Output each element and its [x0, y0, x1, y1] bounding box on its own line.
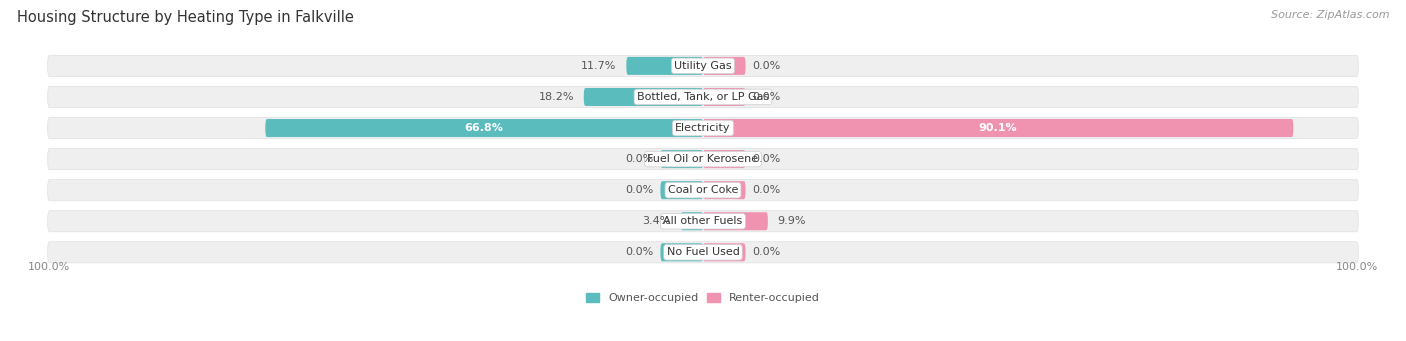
Text: 9.9%: 9.9% — [778, 216, 806, 226]
FancyBboxPatch shape — [703, 212, 768, 230]
Text: 11.7%: 11.7% — [581, 61, 616, 71]
Text: Fuel Oil or Kerosene: Fuel Oil or Kerosene — [647, 154, 759, 164]
FancyBboxPatch shape — [703, 119, 1294, 137]
Text: No Fuel Used: No Fuel Used — [666, 247, 740, 257]
Text: Coal or Coke: Coal or Coke — [668, 185, 738, 195]
FancyBboxPatch shape — [48, 117, 1358, 138]
Text: 0.0%: 0.0% — [752, 92, 780, 102]
FancyBboxPatch shape — [703, 181, 745, 199]
Text: 0.0%: 0.0% — [752, 61, 780, 71]
Text: Source: ZipAtlas.com: Source: ZipAtlas.com — [1271, 10, 1389, 20]
Text: 66.8%: 66.8% — [465, 123, 503, 133]
FancyBboxPatch shape — [48, 86, 1358, 107]
Text: Electricity: Electricity — [675, 123, 731, 133]
FancyBboxPatch shape — [626, 57, 703, 75]
Text: 0.0%: 0.0% — [626, 154, 654, 164]
Text: 0.0%: 0.0% — [626, 185, 654, 195]
Text: 0.0%: 0.0% — [752, 247, 780, 257]
FancyBboxPatch shape — [48, 242, 1358, 263]
Text: 0.0%: 0.0% — [752, 154, 780, 164]
FancyBboxPatch shape — [661, 150, 703, 168]
Text: 0.0%: 0.0% — [626, 247, 654, 257]
FancyBboxPatch shape — [48, 211, 1358, 232]
FancyBboxPatch shape — [703, 57, 745, 75]
FancyBboxPatch shape — [703, 88, 745, 106]
Text: 18.2%: 18.2% — [538, 92, 574, 102]
Legend: Owner-occupied, Renter-occupied: Owner-occupied, Renter-occupied — [586, 293, 820, 303]
Text: 0.0%: 0.0% — [752, 185, 780, 195]
Text: Housing Structure by Heating Type in Falkville: Housing Structure by Heating Type in Fal… — [17, 10, 354, 25]
FancyBboxPatch shape — [48, 180, 1358, 201]
Text: Utility Gas: Utility Gas — [675, 61, 731, 71]
Text: All other Fuels: All other Fuels — [664, 216, 742, 226]
Text: 100.0%: 100.0% — [1336, 262, 1378, 271]
FancyBboxPatch shape — [48, 149, 1358, 170]
FancyBboxPatch shape — [583, 88, 703, 106]
FancyBboxPatch shape — [681, 212, 703, 230]
FancyBboxPatch shape — [266, 119, 703, 137]
Text: 3.4%: 3.4% — [643, 216, 671, 226]
FancyBboxPatch shape — [703, 243, 745, 261]
Text: 90.1%: 90.1% — [979, 123, 1018, 133]
FancyBboxPatch shape — [661, 243, 703, 261]
Text: 100.0%: 100.0% — [28, 262, 70, 271]
FancyBboxPatch shape — [661, 181, 703, 199]
FancyBboxPatch shape — [703, 150, 745, 168]
Text: Bottled, Tank, or LP Gas: Bottled, Tank, or LP Gas — [637, 92, 769, 102]
FancyBboxPatch shape — [48, 55, 1358, 76]
